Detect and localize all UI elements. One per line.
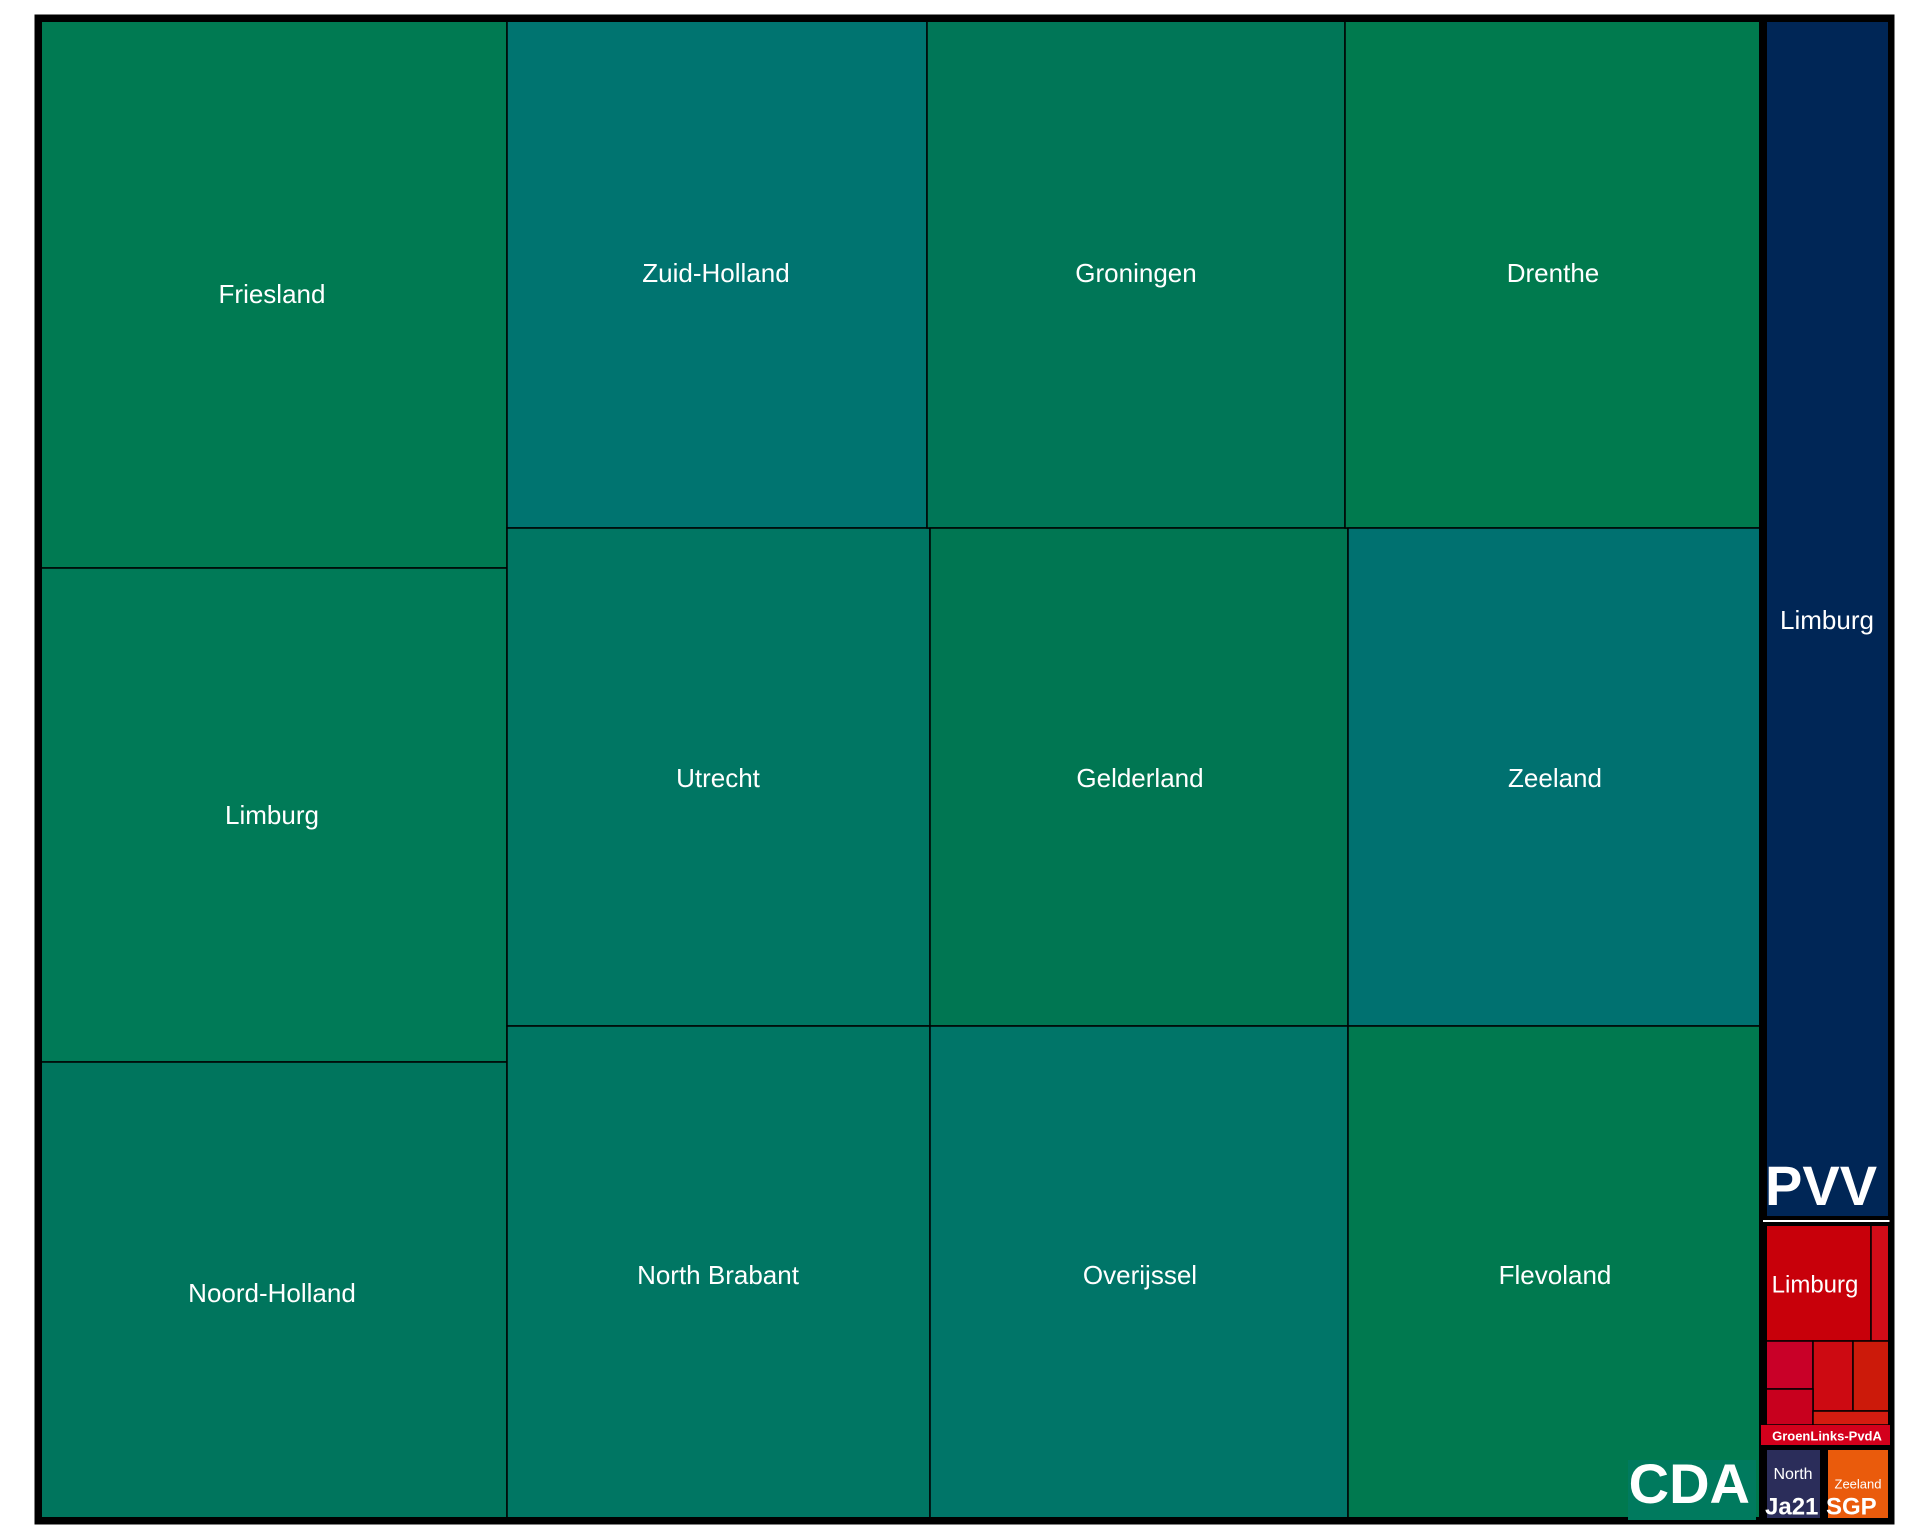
cell-label-sgp-zeeland: Zeeland xyxy=(1835,1476,1882,1491)
group-label-sgp: SGP xyxy=(1826,1493,1877,1520)
treemap-cell-groenlinks-pvda-cell[interactable] xyxy=(1812,1340,1854,1412)
group-label-background-cda xyxy=(1628,1460,1756,1520)
cell-label-cda-drenthe: Drenthe xyxy=(1507,258,1600,288)
cell-label-cda-friesland: Friesland xyxy=(219,279,326,309)
cell-label-groenlinks-pvda-limburg: Limburg xyxy=(1772,1271,1859,1298)
treemap-cell-cda-noord-holland[interactable] xyxy=(39,1061,508,1520)
treemap-cell-cda-north-brabant[interactable] xyxy=(506,1025,931,1520)
group-label-background-groenlinks-pvda xyxy=(1761,1425,1890,1445)
cell-label-pvv-limburg: Limburg xyxy=(1780,605,1874,635)
cell-label-cda-flevoland: Flevoland xyxy=(1499,1260,1612,1290)
treemap-labels: Friesland Limburg Noord-Holland Zuid-Hollan… xyxy=(188,258,1890,1520)
cell-label-ja21-north-brabant: North xyxy=(1773,1466,1812,1483)
cell-label-cda-gelderland: Gelderland xyxy=(1076,763,1203,793)
treemap-cell-pvv-limburg[interactable] xyxy=(1764,19,1891,1219)
cell-label-cda-limburg: Limburg xyxy=(225,800,319,830)
treemap-cell-groenlinks-pvda-cell[interactable] xyxy=(1764,1388,1814,1426)
treemap-cell-cda-zeeland[interactable] xyxy=(1347,527,1762,1027)
group-label-pvv: PVV xyxy=(1765,1154,1877,1217)
treemap-cell-cda-flevoland[interactable] xyxy=(1347,1025,1762,1520)
treemap-cells xyxy=(38,18,1892,1522)
treemap-cell-cda-zuid-holland[interactable] xyxy=(506,19,928,529)
cell-label-cda-north-brabant: North Brabant xyxy=(637,1260,800,1290)
treemap-cell-cda-overijssel[interactable] xyxy=(929,1025,1349,1520)
cell-label-cda-groningen: Groningen xyxy=(1075,258,1196,288)
cell-label-cda-zeeland: Zeeland xyxy=(1508,763,1602,793)
treemap-cell-cda-limburg[interactable] xyxy=(39,567,508,1063)
cell-label-cda-utrecht: Utrecht xyxy=(676,763,761,793)
treemap-cell-groenlinks-pvda-cell[interactable] xyxy=(1764,1340,1814,1390)
treemap-cell-groenlinks-pvda-cell[interactable] xyxy=(1812,1410,1891,1426)
treemap-cell-cda-groningen[interactable] xyxy=(926,19,1346,529)
cell-label-cda-overijssel: Overijssel xyxy=(1083,1260,1197,1290)
group-border-cda xyxy=(38,18,1763,1521)
group-label-ja21: Ja21 xyxy=(1765,1493,1818,1520)
treemap-cell-cda-gelderland[interactable] xyxy=(929,527,1349,1027)
cell-label-cda-zuid-holland: Zuid-Holland xyxy=(642,258,789,288)
group-border-pvv xyxy=(1763,18,1892,1220)
treemap-cell-cda-drenthe[interactable] xyxy=(1344,19,1762,529)
treemap-cell-groenlinks-pvda-cell[interactable] xyxy=(1870,1223,1891,1342)
group-label-cda: CDA xyxy=(1629,1452,1750,1515)
group-border-ja21 xyxy=(1763,1446,1824,1522)
group-border-sgp xyxy=(1824,1446,1892,1522)
cell-label-cda-noord-holland: Noord-Holland xyxy=(188,1278,356,1308)
group-label-groenlinks-pvda: GroenLinks-PvdA xyxy=(1772,1428,1882,1443)
treemap-cell-groenlinks-pvda-cell[interactable] xyxy=(1852,1340,1891,1412)
